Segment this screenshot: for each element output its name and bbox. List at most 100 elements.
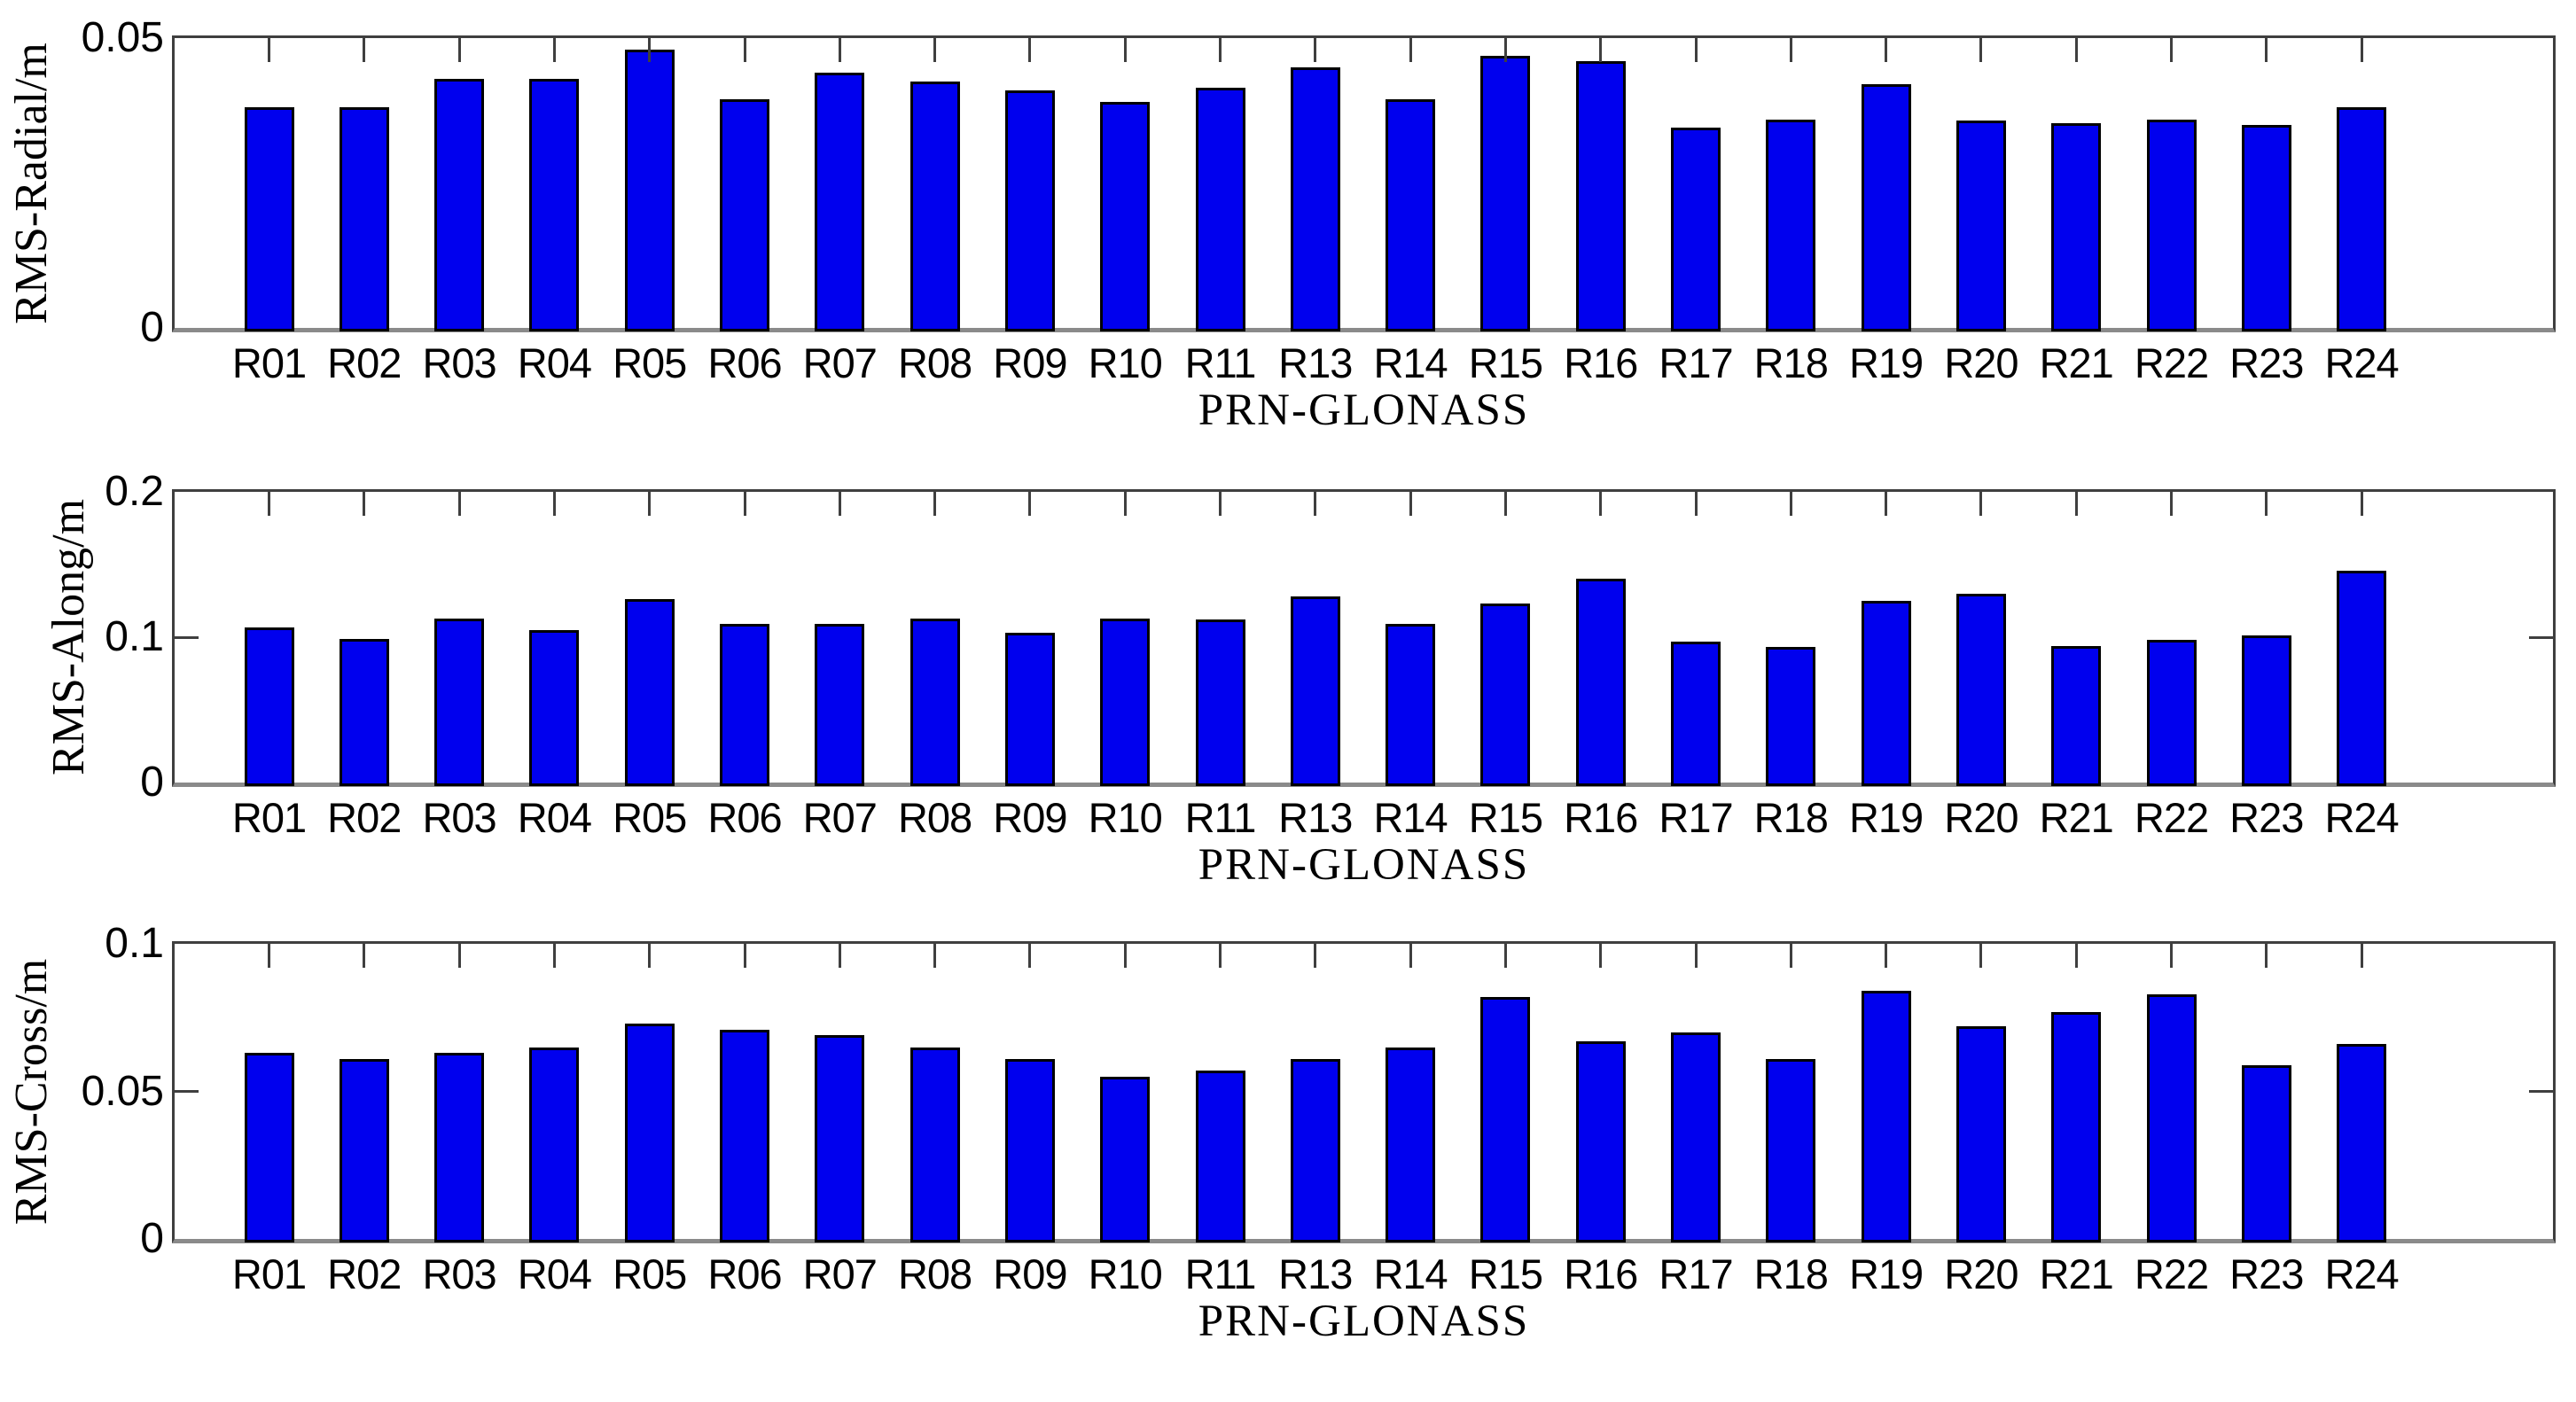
bar-R20 [1955,1026,2006,1242]
x-tick-label-R06: R06 [707,1250,782,1297]
x-tick-top-R18 [1789,492,1792,516]
x-tick-top-R01 [268,944,270,968]
bar-R08 [909,82,960,331]
bar-R16 [1575,1040,1626,1242]
x-tick-label-R22: R22 [2134,1250,2209,1297]
x-tick-top-R19 [1885,944,1888,968]
bar-R19 [1861,991,1911,1242]
y-tick-label-0: 0 [140,304,164,351]
x-tick-label-R07: R07 [802,1250,878,1297]
x-tick-top-R24 [2360,944,2363,968]
x-tick-top-R20 [1979,492,1983,516]
bar-R13 [1290,596,1340,786]
x-tick-top-R14 [1409,492,1412,516]
bar-R21 [2051,1011,2102,1242]
x-tick-label-R15: R15 [1468,794,1543,841]
x-tick-label-R10: R10 [1088,1250,1163,1297]
x-tick-top-R03 [457,492,461,516]
x-tick-label-R04: R04 [517,1250,592,1297]
x-tick-label-R19: R19 [1848,1250,1924,1297]
bar-R13 [1290,66,1340,331]
bar-R10 [1100,101,1151,331]
x-tick-label-R22: R22 [2134,794,2209,841]
x-tick-top-R05 [648,38,652,62]
bar-R11 [1195,87,1245,331]
x-tick-label-R23: R23 [2229,339,2304,386]
bar-R11 [1195,619,1245,786]
x-tick-label-R04: R04 [517,339,592,386]
bar-R18 [1766,647,1816,786]
x-tick-label-R16: R16 [1564,339,1638,386]
bar-R14 [1386,98,1436,331]
x-tick-top-R20 [1979,944,1983,968]
x-tick-top-R22 [2170,38,2173,62]
x-tick-label-R10: R10 [1088,339,1163,386]
bar-R08 [909,618,960,786]
x-tick-label-R11: R11 [1184,1250,1257,1297]
x-tick-label-R09: R09 [993,339,1067,386]
x-tick-label-R24: R24 [2324,1250,2399,1297]
x-tick-label-R13: R13 [1278,794,1353,841]
x-tick-label-R01: R01 [231,794,307,841]
x-tick-top-R09 [1028,944,1032,968]
x-tick-label-R14: R14 [1373,1250,1448,1297]
x-tick-label-R14: R14 [1373,339,1448,386]
bar-R02 [339,1058,389,1242]
bar-R09 [1004,90,1055,331]
x-tick-top-R16 [1599,38,1603,62]
x-tick-label-R11: R11 [1184,339,1257,386]
x-tick-top-R15 [1503,38,1507,62]
x-tick-top-R11 [1219,944,1222,968]
x-axis-label-radial: PRN-GLONASS [1198,386,1530,435]
x-tick-label-R23: R23 [2229,794,2304,841]
x-tick-top-R01 [268,492,270,516]
bar-R24 [2337,570,2387,786]
x-tick-top-R04 [552,38,556,62]
x-tick-top-R21 [2074,492,2078,516]
x-tick-top-R22 [2170,944,2173,968]
x-tick-label-R06: R06 [707,794,782,841]
x-tick-label-R21: R21 [2039,794,2114,841]
x-tick-top-R14 [1409,944,1412,968]
x-tick-top-R07 [838,944,841,968]
x-tick-top-R13 [1314,492,1317,516]
y-tick-label-0: 0 [140,1215,164,1262]
x-tick-label-R21: R21 [2039,1250,2114,1297]
x-tick-top-R18 [1789,944,1792,968]
x-tick-label-R19: R19 [1848,339,1924,386]
bar-R16 [1575,61,1626,331]
x-tick-label-R08: R08 [897,794,972,841]
x-tick-top-R13 [1314,38,1317,62]
bar-R21 [2051,645,2102,786]
x-tick-label-R14: R14 [1373,794,1448,841]
bar-R04 [529,629,580,786]
x-tick-label-R13: R13 [1278,1250,1353,1297]
bar-R24 [2337,1044,2387,1242]
y-tick-label-0.1: 0.1 [105,920,164,967]
x-tick-top-R19 [1885,492,1888,516]
x-tick-top-R23 [2265,944,2268,968]
x-tick-label-R08: R08 [897,1250,972,1297]
x-tick-top-R11 [1219,492,1222,516]
x-tick-label-R03: R03 [422,794,496,841]
x-tick-top-R15 [1503,944,1507,968]
y-tick-right [2529,635,2553,639]
bar-R22 [2146,640,2197,786]
x-tick-label-R19: R19 [1848,794,1924,841]
x-tick-label-R03: R03 [422,1250,496,1297]
x-tick-top-R02 [363,492,366,516]
y-tick-right [2529,1090,2553,1093]
x-tick-top-R04 [552,492,556,516]
x-tick-top-R06 [743,944,746,968]
x-tick-top-R19 [1885,38,1888,62]
x-tick-label-R20: R20 [1944,339,2018,386]
x-tick-top-R07 [838,38,841,62]
bar-R23 [2241,635,2291,786]
bar-R14 [1386,624,1436,786]
x-tick-top-R05 [648,492,652,516]
x-tick-label-R17: R17 [1659,1250,1733,1297]
x-tick-top-R15 [1503,492,1507,516]
x-tick-label-R13: R13 [1278,339,1353,386]
x-tick-label-R06: R06 [707,339,782,386]
y-tick-left [175,1090,199,1093]
